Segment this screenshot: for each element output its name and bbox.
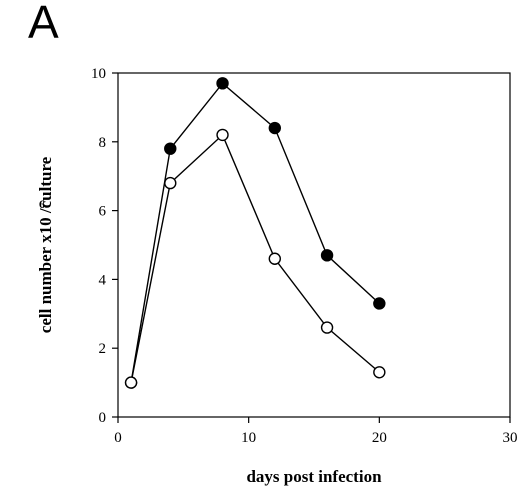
series-1-point bbox=[164, 142, 177, 155]
x-tick-label: 30 bbox=[503, 430, 518, 446]
x-tick-label: 10 bbox=[241, 430, 256, 446]
y-tick-label: 0 bbox=[99, 410, 107, 426]
y-tick-label: 6 bbox=[99, 204, 107, 220]
series-2-point bbox=[124, 376, 138, 389]
y-axis-title-group: cell number x10 /culture bbox=[36, 156, 55, 333]
x-tick-label: 0 bbox=[114, 430, 122, 446]
series-1-point bbox=[373, 297, 386, 310]
series-layer bbox=[124, 77, 386, 389]
x-axis-title: days post infection bbox=[246, 467, 382, 486]
series-2-point bbox=[320, 321, 334, 334]
panel-label: A bbox=[28, 0, 59, 48]
series-2-point bbox=[268, 252, 281, 265]
axis-ticks: 0 10 20 30 0 2 4 6 8 10 bbox=[91, 66, 518, 446]
series-2-point bbox=[164, 176, 177, 190]
plot-frame bbox=[117, 72, 511, 418]
series-1-point bbox=[216, 77, 229, 90]
series-1-point bbox=[320, 249, 334, 262]
series-2-point bbox=[216, 128, 229, 142]
series-1-line bbox=[130, 82, 380, 383]
series-2-point bbox=[373, 366, 386, 379]
plot-axes bbox=[117, 72, 511, 418]
x-tick-label: 20 bbox=[372, 430, 387, 446]
series-2-line bbox=[130, 133, 380, 383]
y-axis-title: cell number x10 /culture bbox=[36, 156, 55, 333]
y-tick-label: 10 bbox=[91, 66, 106, 82]
y-tick-label: 2 bbox=[99, 341, 107, 357]
y-axis-title-superscript: 6 bbox=[39, 197, 45, 211]
series-1-point bbox=[268, 121, 281, 135]
y-tick-label: 4 bbox=[99, 272, 107, 288]
y-tick-label: 8 bbox=[99, 135, 107, 151]
